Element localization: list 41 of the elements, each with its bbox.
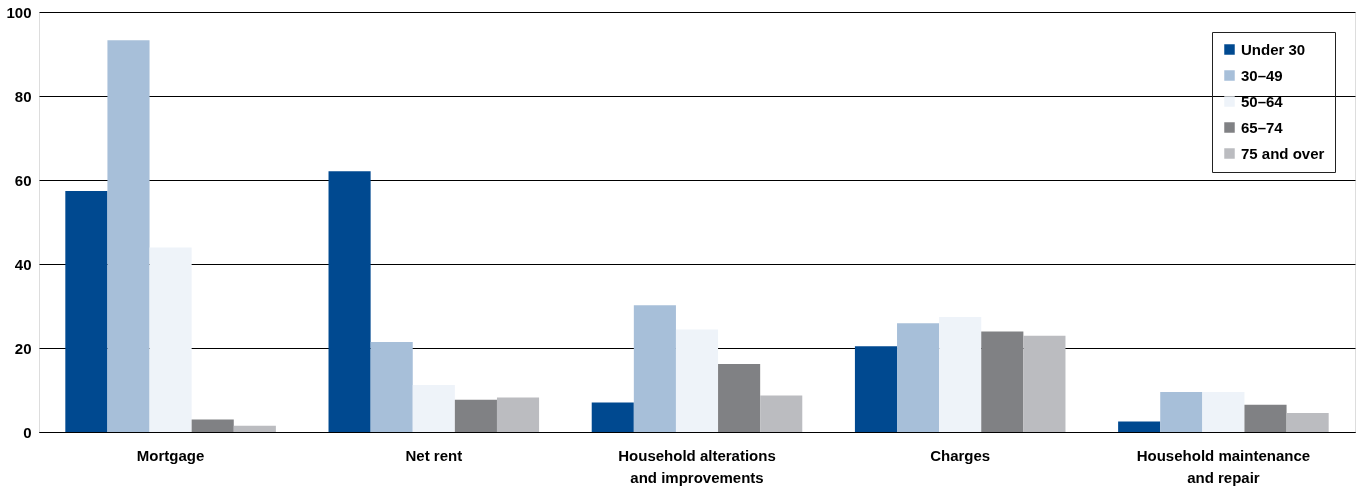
bar — [1202, 392, 1245, 432]
bar — [412, 384, 455, 432]
x-tick-label: Mortgage — [136, 446, 205, 464]
y-tick-label: 20 — [14, 339, 32, 357]
legend-label: 50–64 — [1241, 92, 1284, 110]
bar — [454, 399, 497, 432]
bar — [107, 40, 150, 432]
legend-label: 75 and over — [1241, 144, 1325, 162]
bar — [897, 323, 940, 432]
bar — [328, 171, 371, 432]
bar — [1023, 335, 1066, 432]
y-tick-label: 80 — [14, 87, 32, 105]
bar — [939, 316, 982, 432]
bar — [1244, 404, 1287, 432]
bar — [149, 247, 192, 432]
y-tick-label: 40 — [14, 255, 32, 273]
legend-label: 30–49 — [1241, 66, 1283, 84]
y-tick-label: 0 — [23, 423, 32, 441]
bar — [633, 305, 676, 432]
bar — [854, 346, 898, 432]
legend-label: 65–74 — [1241, 118, 1284, 136]
bar — [1160, 392, 1203, 432]
bar — [191, 419, 234, 432]
y-tick-label: 60 — [14, 171, 32, 189]
bar — [1286, 413, 1329, 432]
x-tick-label: Charges — [930, 446, 991, 464]
y-tick-label: 100 — [6, 3, 32, 21]
bar — [591, 402, 634, 432]
bar — [675, 329, 719, 432]
bar — [718, 363, 761, 432]
x-tick-label: Household alterations and improvements — [618, 446, 776, 486]
x-tick-label: Net rent — [405, 446, 463, 464]
bar — [981, 331, 1024, 432]
legend-label: Under 30 — [1241, 40, 1306, 58]
bar — [496, 397, 540, 432]
bar — [233, 425, 276, 432]
bar — [65, 190, 108, 432]
bar — [1118, 421, 1161, 432]
x-tick-label: Household maintenance and repair — [1136, 446, 1311, 486]
bar — [760, 395, 803, 432]
bar — [370, 342, 413, 432]
